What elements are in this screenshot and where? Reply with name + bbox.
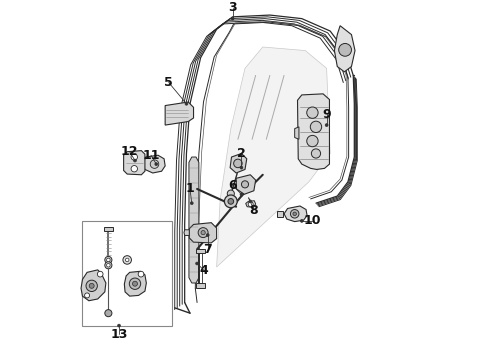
Polygon shape xyxy=(284,206,307,222)
Circle shape xyxy=(240,166,243,169)
Polygon shape xyxy=(236,175,256,194)
Circle shape xyxy=(131,166,138,172)
Polygon shape xyxy=(297,94,329,170)
Circle shape xyxy=(300,220,303,222)
Polygon shape xyxy=(123,150,145,175)
Polygon shape xyxy=(230,153,247,173)
Polygon shape xyxy=(165,102,194,125)
Polygon shape xyxy=(81,270,106,301)
Circle shape xyxy=(125,258,129,262)
Circle shape xyxy=(227,190,234,197)
Polygon shape xyxy=(217,47,330,267)
Polygon shape xyxy=(143,155,165,173)
Circle shape xyxy=(105,256,112,264)
Circle shape xyxy=(291,210,299,218)
Circle shape xyxy=(234,159,242,168)
Circle shape xyxy=(155,163,158,166)
Circle shape xyxy=(86,280,98,292)
Circle shape xyxy=(201,230,205,235)
Circle shape xyxy=(248,202,253,207)
Circle shape xyxy=(89,283,94,288)
Polygon shape xyxy=(189,223,217,243)
Text: 13: 13 xyxy=(110,328,128,341)
Text: 12: 12 xyxy=(121,145,138,158)
Circle shape xyxy=(123,256,131,264)
Circle shape xyxy=(138,271,144,277)
Circle shape xyxy=(249,200,252,203)
Polygon shape xyxy=(335,26,355,72)
Circle shape xyxy=(206,234,209,237)
Circle shape xyxy=(150,160,159,168)
Circle shape xyxy=(129,278,141,289)
Text: 2: 2 xyxy=(237,147,246,160)
Text: 5: 5 xyxy=(164,76,173,89)
Circle shape xyxy=(231,17,234,20)
Circle shape xyxy=(107,264,110,267)
Bar xyxy=(82,221,172,325)
Polygon shape xyxy=(189,157,199,283)
Text: 9: 9 xyxy=(322,108,331,121)
Text: 4: 4 xyxy=(200,264,209,277)
Circle shape xyxy=(325,124,328,126)
Circle shape xyxy=(224,195,237,208)
Polygon shape xyxy=(104,227,113,231)
Circle shape xyxy=(118,324,121,327)
Text: 1: 1 xyxy=(186,183,195,195)
Text: 7: 7 xyxy=(203,243,212,256)
Circle shape xyxy=(98,271,103,277)
Text: 8: 8 xyxy=(249,204,258,217)
Polygon shape xyxy=(196,283,204,288)
Polygon shape xyxy=(124,271,147,296)
Circle shape xyxy=(190,202,193,204)
Circle shape xyxy=(105,262,112,269)
Polygon shape xyxy=(245,201,256,207)
Circle shape xyxy=(310,121,321,132)
Circle shape xyxy=(339,44,351,56)
Polygon shape xyxy=(294,127,299,139)
Polygon shape xyxy=(196,249,204,253)
Circle shape xyxy=(134,159,136,162)
Circle shape xyxy=(242,181,248,188)
Text: 11: 11 xyxy=(142,149,160,162)
Text: 6: 6 xyxy=(228,179,237,192)
Circle shape xyxy=(198,228,208,238)
Circle shape xyxy=(307,107,318,118)
Circle shape xyxy=(85,293,90,298)
Text: 10: 10 xyxy=(304,215,321,228)
Circle shape xyxy=(293,212,296,216)
Circle shape xyxy=(107,258,110,262)
Circle shape xyxy=(105,310,112,317)
Circle shape xyxy=(185,102,188,105)
Polygon shape xyxy=(277,211,283,217)
Circle shape xyxy=(240,193,243,196)
Circle shape xyxy=(307,135,318,147)
Circle shape xyxy=(228,199,234,204)
Circle shape xyxy=(132,281,138,286)
Circle shape xyxy=(131,154,138,160)
Polygon shape xyxy=(184,230,189,235)
Text: 3: 3 xyxy=(228,1,237,14)
Circle shape xyxy=(311,149,320,158)
Circle shape xyxy=(196,262,198,265)
